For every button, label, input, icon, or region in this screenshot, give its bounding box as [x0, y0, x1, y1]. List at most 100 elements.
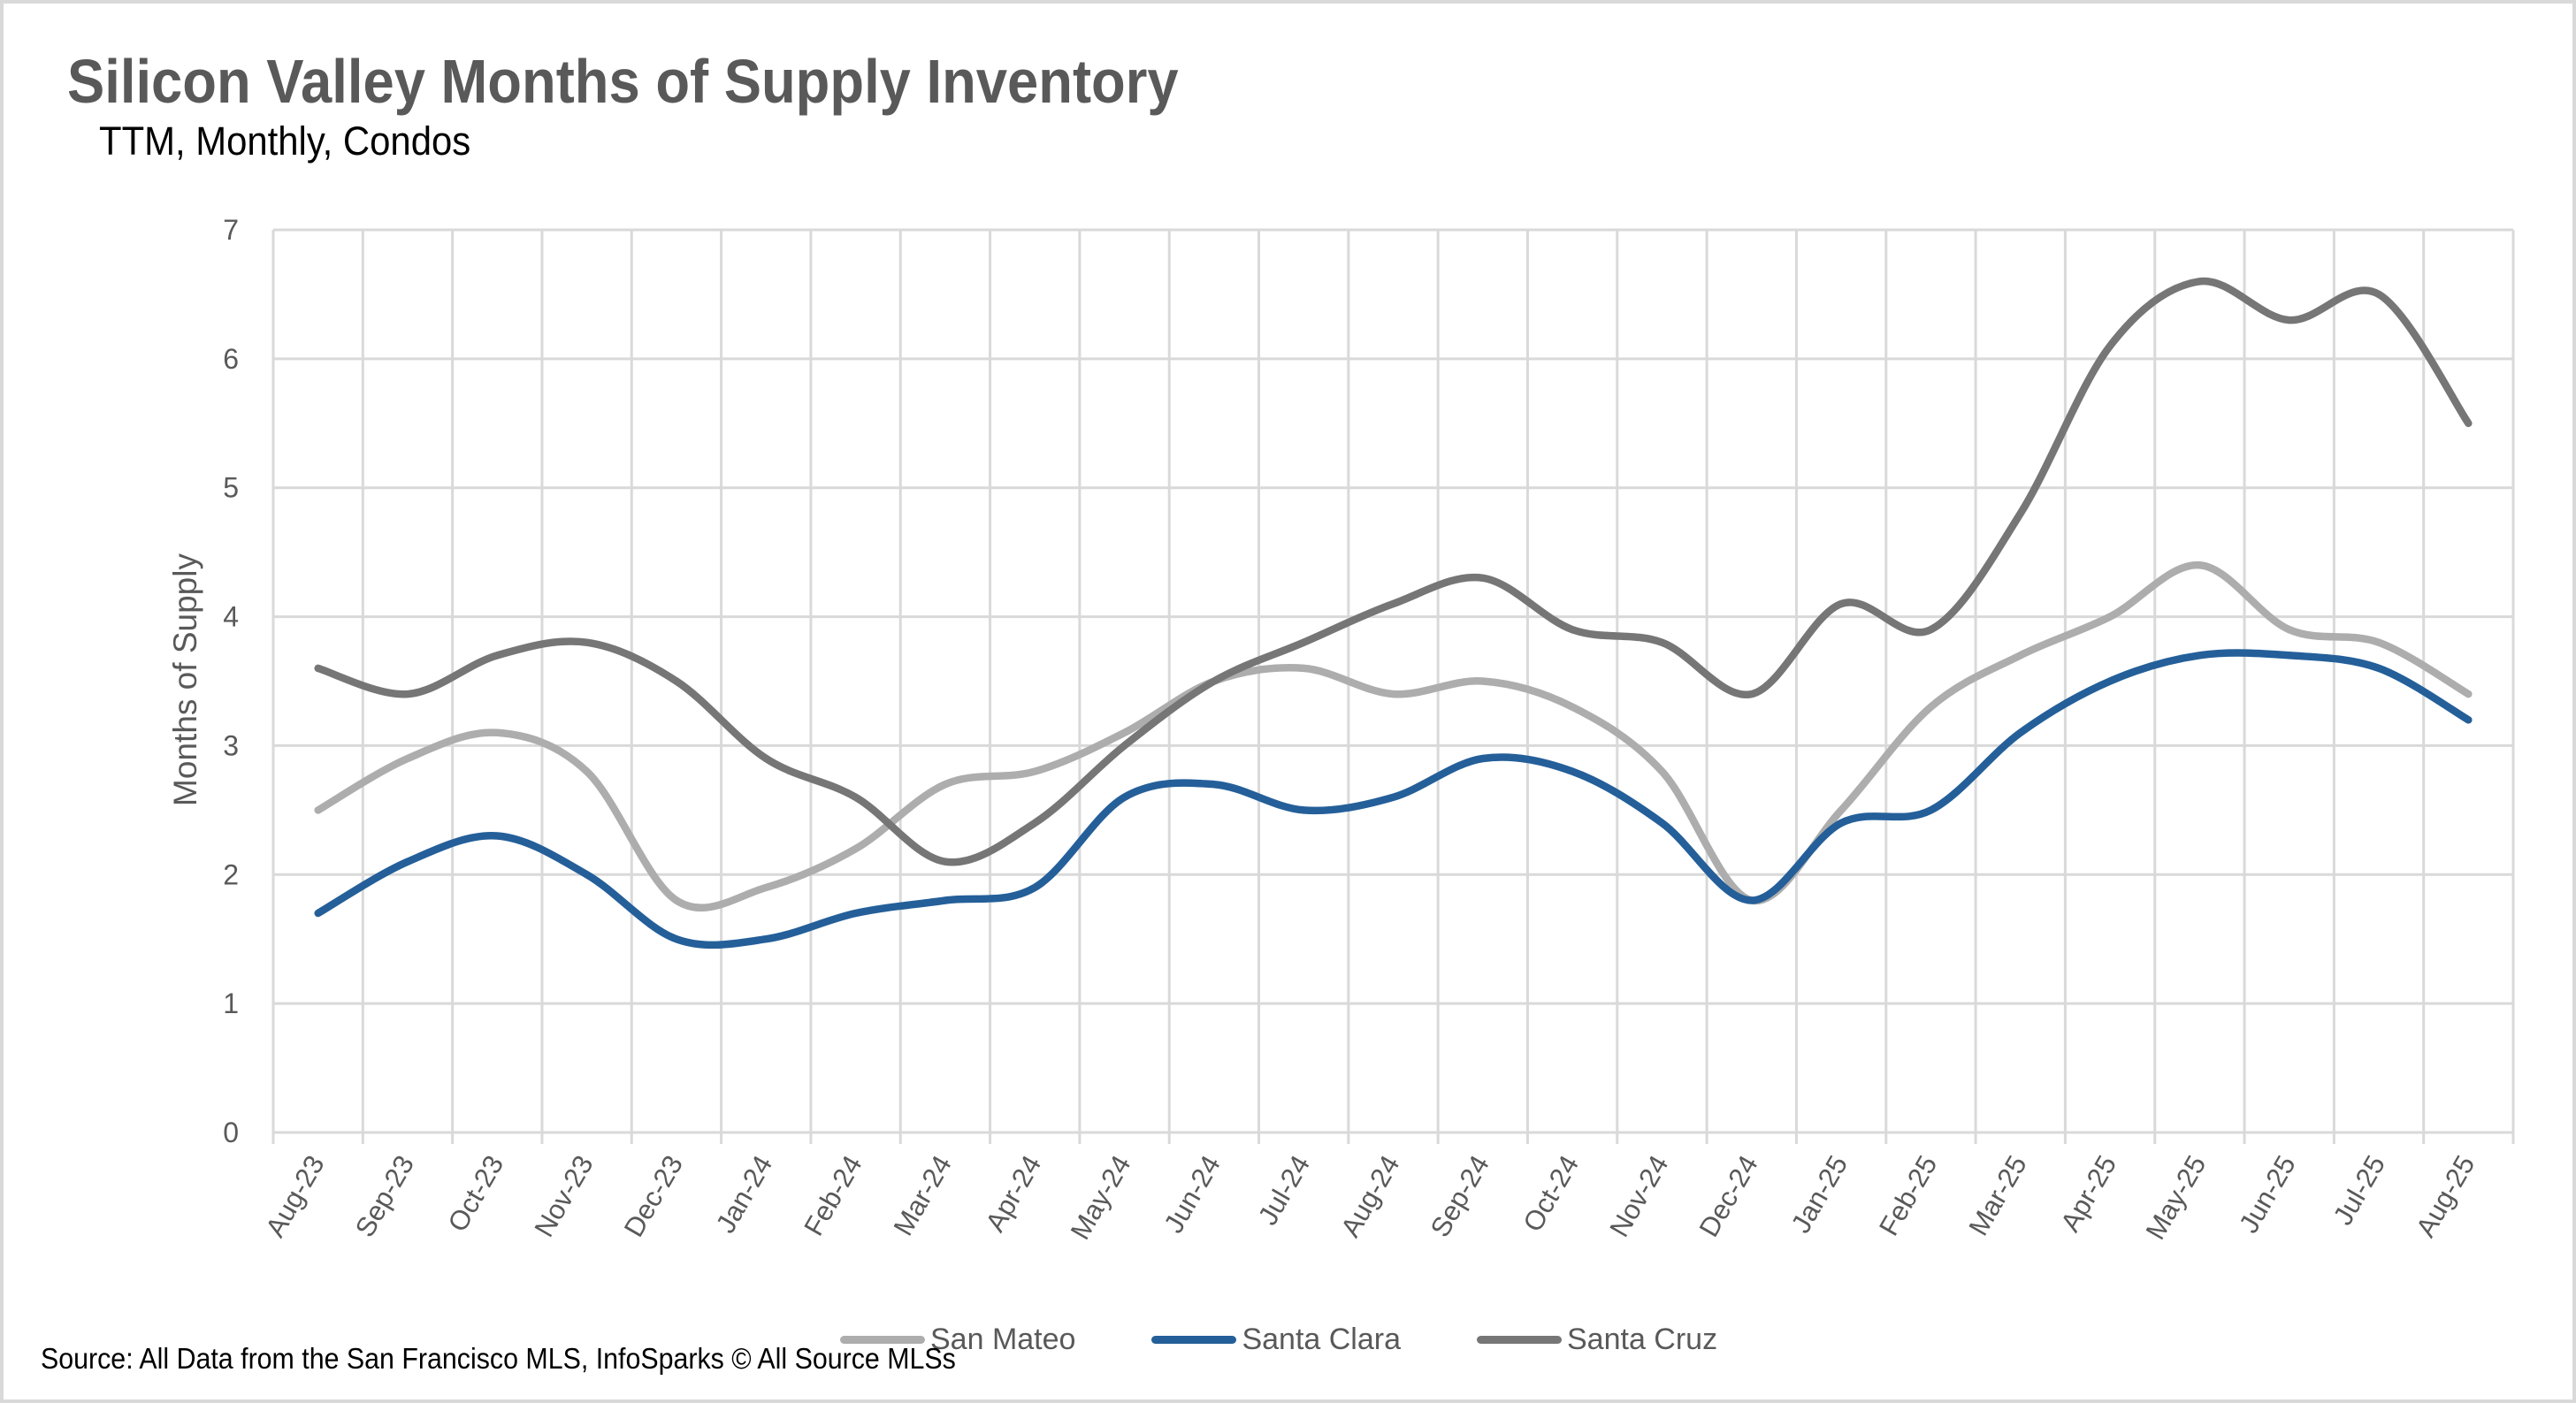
data-point-santa-cruz [493, 652, 501, 659]
vertical-gridlines [273, 230, 2513, 1144]
x-tick-label: Apr-24 [979, 1150, 1047, 1237]
x-tick-label: May-25 [2139, 1150, 2212, 1245]
x-tick-label: Feb-25 [1873, 1150, 1943, 1241]
legend-item-santa-cruz[interactable]: Santa Cruz [1477, 1323, 1717, 1357]
legend-label-santa-cruz: Santa Cruz [1567, 1323, 1717, 1357]
legend: San Mateo Santa Clara Santa Cruz [840, 1317, 1793, 1361]
data-point-santa-clara [493, 833, 501, 840]
x-tick-label: Jun-25 [2233, 1150, 2302, 1239]
source-note: Source: All Data from the San Francisco … [41, 1341, 956, 1376]
data-point-san-mateo [1300, 665, 1307, 672]
data-point-santa-clara [673, 935, 680, 942]
data-point-santa-clara [2196, 652, 2203, 659]
legend-label-santa-clara: Santa Clara [1242, 1323, 1401, 1357]
data-point-santa-cruz [1569, 626, 1576, 633]
x-axis-tick-labels: Aug-23 Sep-23 Oct-23 Nov-23 Dec-23 Jan-24 Feb-… [259, 1150, 2480, 1245]
x-tick-label: Jul-24 [1252, 1150, 1317, 1231]
data-point-santa-cruz [2196, 278, 2203, 285]
data-point-santa-clara [2286, 652, 2293, 659]
x-tick-label: Aug-24 [1334, 1150, 1405, 1242]
y-tick-label: 3 [223, 729, 239, 761]
y-tick-label: 1 [223, 987, 239, 1019]
data-point-san-mateo [1838, 806, 1845, 813]
x-tick-label: Mar-24 [888, 1150, 958, 1241]
data-point-san-mateo [1569, 704, 1576, 711]
data-point-san-mateo [1031, 768, 1038, 775]
data-point-santa-cruz [404, 690, 411, 698]
data-point-san-mateo [1927, 704, 1934, 711]
legend-swatch-santa-clara [1151, 1336, 1236, 1344]
data-point-santa-clara [1479, 755, 1487, 762]
data-point-santa-cruz [852, 794, 860, 801]
data-point-santa-clara [2017, 729, 2024, 736]
data-point-san-mateo [584, 768, 591, 775]
data-point-santa-clara [1927, 806, 1934, 813]
data-point-santa-cruz [1031, 820, 1038, 827]
x-tick-label: Mar-25 [1962, 1150, 2032, 1241]
data-point-santa-clara [1300, 806, 1307, 813]
data-point-santa-cruz [673, 678, 680, 685]
series-lines [315, 278, 2473, 945]
x-tick-label: Oct-24 [1517, 1150, 1585, 1237]
data-point-santa-clara [315, 910, 322, 917]
x-tick-label: Nov-24 [1603, 1150, 1674, 1242]
data-point-san-mateo [315, 806, 322, 813]
y-tick-label: 2 [223, 858, 239, 890]
y-tick-label: 7 [223, 214, 239, 246]
x-tick-label: Oct-23 [442, 1150, 510, 1237]
data-point-santa-clara [942, 896, 949, 904]
x-tick-label: Jan-24 [710, 1150, 779, 1239]
data-point-san-mateo [404, 755, 411, 762]
data-point-santa-cruz [315, 665, 322, 672]
x-tick-label: Jun-24 [1158, 1150, 1227, 1239]
data-point-san-mateo [1390, 690, 1397, 698]
series-line-santa-cruz [318, 281, 2469, 862]
data-point-san-mateo [2196, 561, 2203, 568]
x-tick-label: Aug-23 [259, 1150, 330, 1242]
data-point-santa-cruz [584, 639, 591, 646]
x-tick-label: May-24 [1065, 1150, 1137, 1245]
data-point-santa-cruz [2465, 420, 2472, 427]
data-point-san-mateo [942, 781, 949, 788]
data-point-santa-cruz [1211, 678, 1218, 685]
data-point-santa-cruz [1838, 600, 1845, 607]
x-tick-label: Jul-25 [2328, 1150, 2392, 1231]
data-point-santa-clara [762, 935, 769, 942]
data-point-san-mateo [2286, 626, 2293, 633]
data-point-santa-clara [1658, 820, 1665, 827]
data-point-santa-cruz [2286, 316, 2293, 324]
data-point-san-mateo [1658, 768, 1665, 775]
x-tick-label: Jan-25 [1785, 1150, 1854, 1239]
x-tick-label: Dec-24 [1693, 1150, 1764, 1242]
data-point-santa-clara [2465, 716, 2472, 723]
legend-swatch-santa-cruz [1477, 1336, 1562, 1344]
x-tick-label: Nov-23 [528, 1150, 599, 1242]
data-point-santa-cruz [2017, 510, 2024, 517]
data-point-san-mateo [673, 896, 680, 904]
data-point-santa-cruz [2106, 342, 2114, 349]
data-point-san-mateo [1479, 678, 1487, 685]
data-point-san-mateo [2375, 639, 2382, 646]
x-tick-label: Apr-25 [2054, 1150, 2122, 1237]
data-point-santa-cruz [942, 858, 949, 865]
y-tick-label: 0 [223, 1117, 239, 1148]
data-point-san-mateo [1121, 729, 1128, 736]
data-point-san-mateo [2465, 690, 2472, 698]
y-tick-label: 6 [223, 343, 239, 375]
data-point-san-mateo [852, 845, 860, 852]
y-tick-label: 4 [223, 601, 239, 633]
data-point-santa-clara [2375, 665, 2382, 672]
y-tick-label: 5 [223, 472, 239, 504]
data-point-santa-clara [1211, 781, 1218, 788]
data-point-santa-clara [1569, 768, 1576, 775]
data-point-san-mateo [493, 729, 501, 736]
data-point-santa-cruz [1927, 626, 1934, 633]
y-axis-tick-labels: 0 1 2 3 4 5 6 7 [223, 214, 239, 1148]
data-point-santa-clara [1748, 896, 1755, 904]
data-point-santa-cruz [1121, 742, 1128, 749]
data-point-santa-cruz [2375, 291, 2382, 298]
data-point-santa-cruz [1658, 639, 1665, 646]
data-point-san-mateo [2106, 614, 2114, 621]
legend-item-santa-clara[interactable]: Santa Clara [1151, 1323, 1401, 1357]
